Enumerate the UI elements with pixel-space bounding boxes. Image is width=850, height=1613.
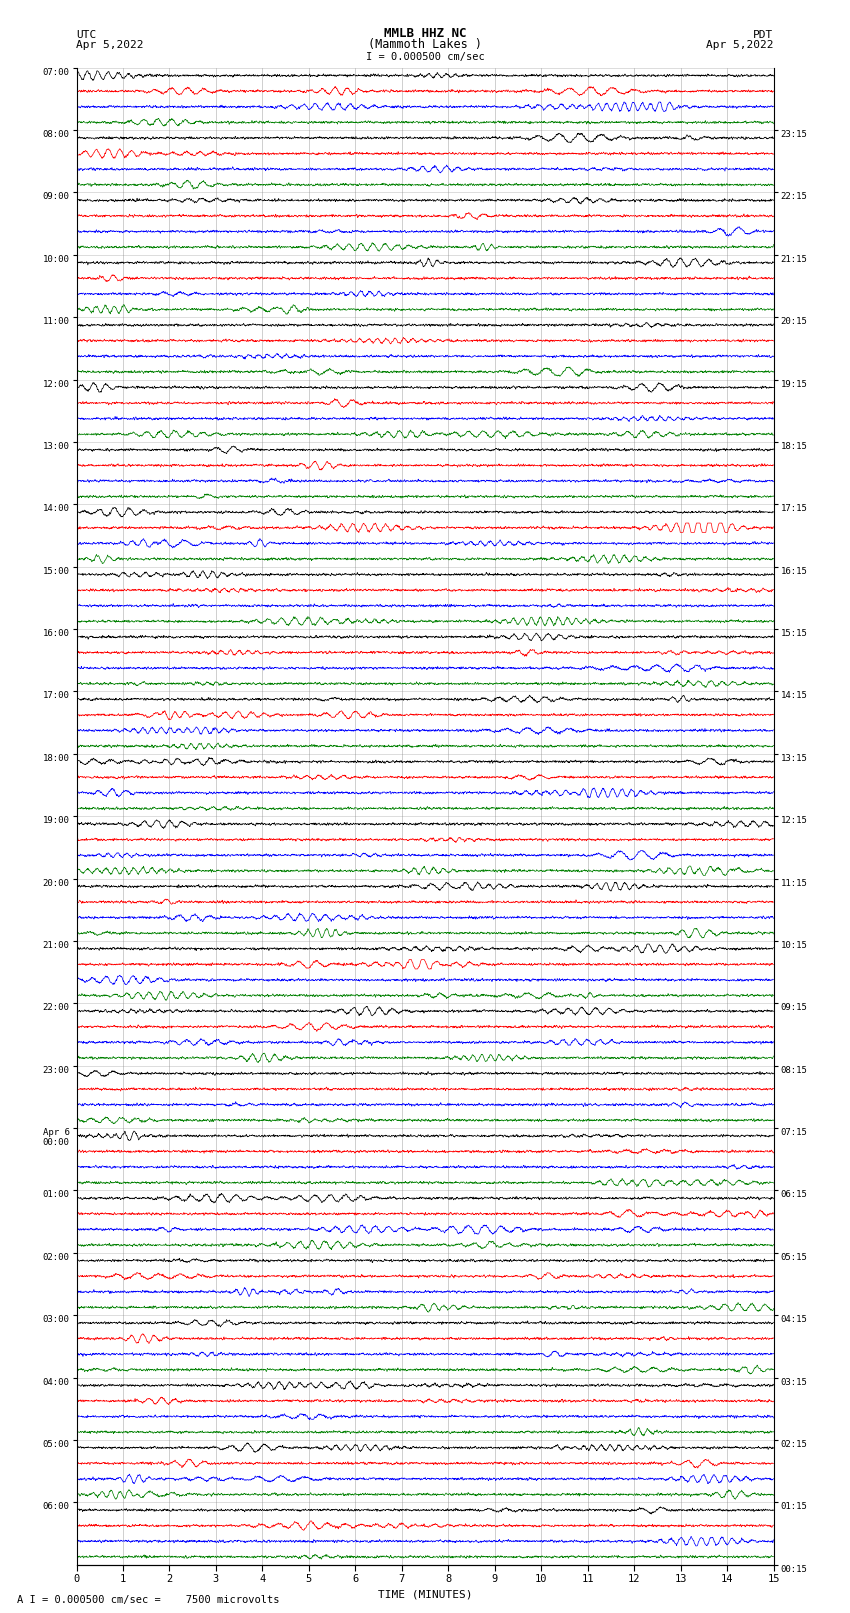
X-axis label: TIME (MINUTES): TIME (MINUTES) bbox=[377, 1590, 473, 1600]
Text: PDT: PDT bbox=[753, 29, 774, 39]
Text: I = 0.000500 cm/sec: I = 0.000500 cm/sec bbox=[366, 52, 484, 61]
Text: (Mammoth Lakes ): (Mammoth Lakes ) bbox=[368, 37, 482, 50]
Text: MMLB HHZ NC: MMLB HHZ NC bbox=[383, 26, 467, 39]
Text: Apr 5,2022: Apr 5,2022 bbox=[706, 40, 774, 50]
Text: UTC: UTC bbox=[76, 29, 97, 39]
Text: A I = 0.000500 cm/sec =    7500 microvolts: A I = 0.000500 cm/sec = 7500 microvolts bbox=[17, 1595, 280, 1605]
Text: Apr 5,2022: Apr 5,2022 bbox=[76, 40, 144, 50]
